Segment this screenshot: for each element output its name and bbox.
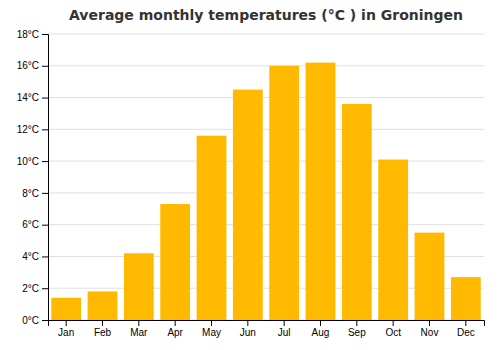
tick-label: 14°C: [17, 92, 39, 103]
bar: [124, 253, 154, 320]
x-tick: Jun: [240, 320, 256, 338]
tick-mark: [42, 320, 48, 321]
bar: [88, 291, 118, 320]
tick-mark: [42, 256, 48, 257]
tick-mark: [320, 320, 321, 326]
tick-mark: [42, 193, 48, 194]
y-axis: 0°C 2°C 4°C 6°C 8°C 10°C 12°C 14°C 16°C 18°C: [17, 29, 49, 326]
tick-label: 16°C: [17, 60, 39, 71]
grid-line: [48, 34, 484, 35]
tick-label: 4°C: [22, 251, 39, 262]
x-tick: May: [202, 320, 221, 338]
tick-mark: [393, 320, 394, 326]
tick-label: 18°C: [17, 29, 39, 40]
tick-label: 10°C: [17, 156, 39, 167]
tick-mark: [66, 320, 67, 326]
x-tick: Apr: [167, 320, 183, 338]
grid: [48, 34, 484, 320]
tick-label: 12°C: [17, 124, 39, 135]
tick-mark: [138, 320, 139, 326]
tick-label: Feb: [94, 327, 112, 338]
y-tick: 16°C: [17, 60, 48, 71]
bar: [342, 104, 372, 320]
x-tick: Dec: [457, 320, 475, 338]
x-tick: Nov: [421, 320, 439, 338]
bar: [233, 90, 263, 320]
plot: 0°C 2°C 4°C 6°C 8°C 10°C 12°C 14°C 16°C 18°C Jan Fe…: [17, 29, 485, 338]
x-tick: Aug: [312, 320, 330, 338]
tick-label: Apr: [167, 327, 183, 338]
bar: [306, 63, 336, 320]
tick-mark: [102, 320, 103, 326]
x-axis: Jan Feb Mar Apr May Jun Jul Aug Sep Oct Nov Dec: [49, 320, 485, 338]
x-tick: Jan: [58, 320, 74, 338]
x-tick: Mar: [130, 320, 148, 338]
axis-line: [49, 321, 485, 327]
tick-mark: [284, 320, 285, 326]
tick-label: 6°C: [22, 219, 39, 230]
tick-mark: [42, 98, 48, 99]
tick-mark: [42, 34, 48, 35]
axis-line: [42, 35, 49, 321]
y-tick: 10°C: [17, 156, 48, 167]
tick-label: May: [202, 327, 221, 338]
y-tick: 4°C: [22, 251, 48, 262]
tick-label: Jan: [58, 327, 74, 338]
tick-mark: [42, 288, 48, 289]
bars: [51, 63, 480, 320]
title: Average monthly temperatures (°C ) in Gr…: [69, 7, 463, 23]
tick-label: Mar: [130, 327, 148, 338]
grid-line: [48, 192, 484, 193]
y-tick: 6°C: [22, 219, 48, 230]
tick-mark: [429, 320, 430, 326]
tick-mark: [42, 66, 48, 67]
tick-label: 2°C: [22, 283, 39, 294]
tick-label: Nov: [421, 327, 439, 338]
y-tick: 0°C: [22, 315, 48, 326]
bar: [269, 66, 299, 320]
tick-label: 8°C: [22, 188, 39, 199]
tick-label: Jul: [278, 327, 291, 338]
tick-label: Sep: [348, 327, 366, 338]
bar: [451, 277, 481, 320]
x-tick: Jul: [278, 320, 291, 338]
tick-mark: [42, 225, 48, 226]
tick-mark: [247, 320, 248, 326]
grid-line: [48, 224, 484, 225]
bar: [51, 298, 81, 320]
bar: [197, 136, 227, 320]
y-tick: 8°C: [22, 188, 48, 199]
tick-mark: [356, 320, 357, 326]
x-tick: Sep: [348, 320, 366, 338]
y-tick: 14°C: [17, 92, 48, 103]
tick-label: Jun: [240, 327, 256, 338]
tick-label: 0°C: [22, 315, 39, 326]
tick-label: Aug: [312, 327, 330, 338]
tick-mark: [42, 129, 48, 130]
x-tick: Oct: [385, 320, 401, 338]
y-tick: 2°C: [22, 283, 48, 294]
grid-line: [48, 161, 484, 162]
bar: [415, 233, 445, 320]
tick-label: Dec: [457, 327, 475, 338]
chart: 0°C 2°C 4°C 6°C 8°C 10°C 12°C 14°C 16°C 18°C Jan Fe…: [0, 0, 500, 350]
tick-mark: [42, 161, 48, 162]
y-tick: 18°C: [17, 29, 48, 40]
tick-mark: [175, 320, 176, 326]
y-tick: 12°C: [17, 124, 48, 135]
tick-label: Oct: [385, 327, 401, 338]
tick-mark: [211, 320, 212, 326]
bar: [160, 204, 190, 320]
grid-line: [48, 129, 484, 130]
bar: [378, 160, 408, 320]
x-tick: Feb: [94, 320, 112, 338]
tick-mark: [465, 320, 466, 326]
grid-line: [48, 65, 484, 66]
grid-line: [48, 97, 484, 98]
